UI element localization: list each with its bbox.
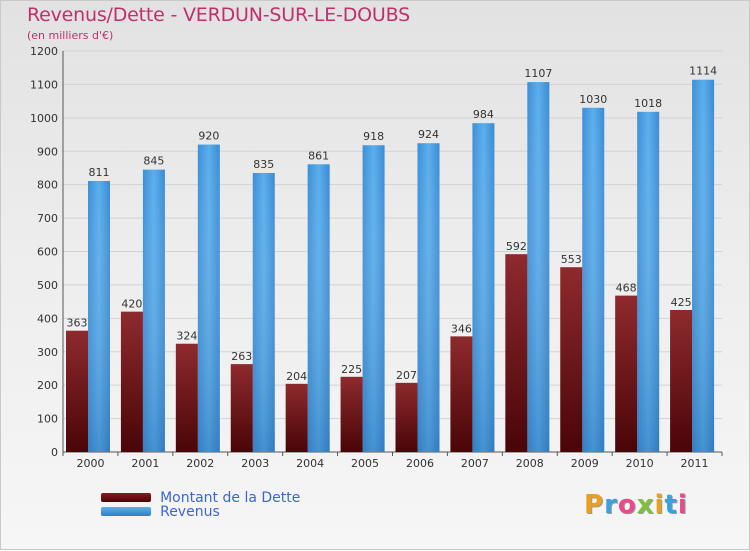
data-label-revenue: 835 [253,158,274,171]
bar-debt [505,254,528,452]
data-label-debt: 204 [286,370,307,383]
bar-revenue-shade [582,107,605,452]
bar-debt [395,382,418,452]
legend-swatch-revenue [101,507,151,516]
x-tick-label: 2009 [571,457,599,470]
data-label-revenue: 1018 [634,97,662,110]
bar-debt [615,295,638,452]
y-tick-label: 400 [37,312,58,325]
logo-letter: t [664,490,678,520]
data-label-revenue: 984 [473,108,494,121]
bar-revenue-shade [527,82,550,452]
bar-debt [670,309,693,452]
data-label-debt: 207 [396,369,417,382]
y-tick-label: 200 [37,379,58,392]
bar-debt [450,336,473,452]
y-tick-label: 0 [51,446,58,459]
data-label-revenue: 1030 [579,93,607,106]
x-tick-label: 2004 [296,457,324,470]
logo-letter: i [677,490,688,520]
proxiti-logo: Proxiti [584,490,688,520]
bar-revenue-shade [197,144,220,453]
data-label-debt: 225 [341,363,362,376]
x-tick-label: 2002 [186,457,214,470]
data-label-debt: 324 [176,330,197,343]
x-tick-label: 2008 [516,457,544,470]
bar-debt [230,364,253,452]
bar-debt [175,343,198,452]
bar-revenue-shade [307,164,330,452]
y-tick-label: 700 [37,212,58,225]
data-label-revenue: 920 [198,130,219,143]
legend-swatch-debt [101,493,151,502]
data-label-revenue: 918 [363,130,384,143]
x-tick-label: 2003 [241,457,269,470]
logo-letter: P [584,490,605,520]
bar-revenue-shade [362,145,385,453]
x-tick-label: 2011 [681,457,709,470]
data-label-debt: 425 [671,296,692,309]
legend-item-revenue: Revenus [101,501,220,520]
chart-subtitle: (en milliers d'€) [27,29,114,42]
bar-debt [66,330,88,452]
bar-revenue-shade [472,123,495,453]
y-tick-label: 1100 [30,78,58,91]
legend-item-debt: Montant de la Dette [101,487,300,506]
legend-label-revenue: Revenus [160,503,220,520]
data-label-revenue: 845 [143,155,164,168]
logo-letter: o [617,490,637,520]
logo-letter: i [654,490,665,520]
y-tick-label: 800 [37,179,58,192]
bar-debt [120,311,143,452]
logo-letter: r [604,490,618,520]
x-tick-label: 2005 [351,457,379,470]
legend-label-debt: Montant de la Dette [160,489,301,506]
y-tick-label: 600 [37,246,58,259]
x-tick-label: 2007 [461,457,489,470]
bar-revenue-shade [252,172,275,453]
data-label-revenue: 811 [89,166,110,179]
logo-letter: x [636,490,655,520]
bar-revenue-shade [692,79,715,452]
y-tick-label: 100 [37,413,58,426]
data-label-debt: 263 [231,350,252,363]
data-label-revenue: 861 [308,149,329,162]
bar-revenue-shade [417,143,440,453]
data-label-debt: 553 [561,253,582,266]
x-tick-label: 2001 [131,457,159,470]
data-label-revenue: 1107 [524,67,552,80]
data-label-debt: 346 [451,322,472,335]
bar-debt [285,383,308,452]
y-tick-label: 500 [37,279,58,292]
x-tick-label: 2000 [76,457,104,470]
data-label-revenue: 924 [418,128,439,141]
y-tick-label: 1200 [30,45,58,58]
bar-revenue-shade [637,111,660,453]
data-label-debt: 592 [506,240,527,253]
data-label-debt: 468 [616,282,637,295]
bar-revenue-shade [142,169,165,453]
x-tick-label: 2006 [406,457,434,470]
y-tick-label: 900 [37,145,58,158]
data-label-revenue: 1114 [689,65,717,78]
data-label-debt: 363 [67,317,88,330]
y-tick-label: 300 [37,346,58,359]
x-tick-label: 2010 [626,457,654,470]
bar-debt [340,376,363,452]
bar-debt [560,267,583,452]
chart-title: Revenus/Dette - VERDUN-SUR-LE-DOUBS [27,4,410,26]
y-tick-label: 1000 [30,112,58,125]
data-label-debt: 420 [121,298,142,311]
bar-revenue-shade [88,180,110,452]
